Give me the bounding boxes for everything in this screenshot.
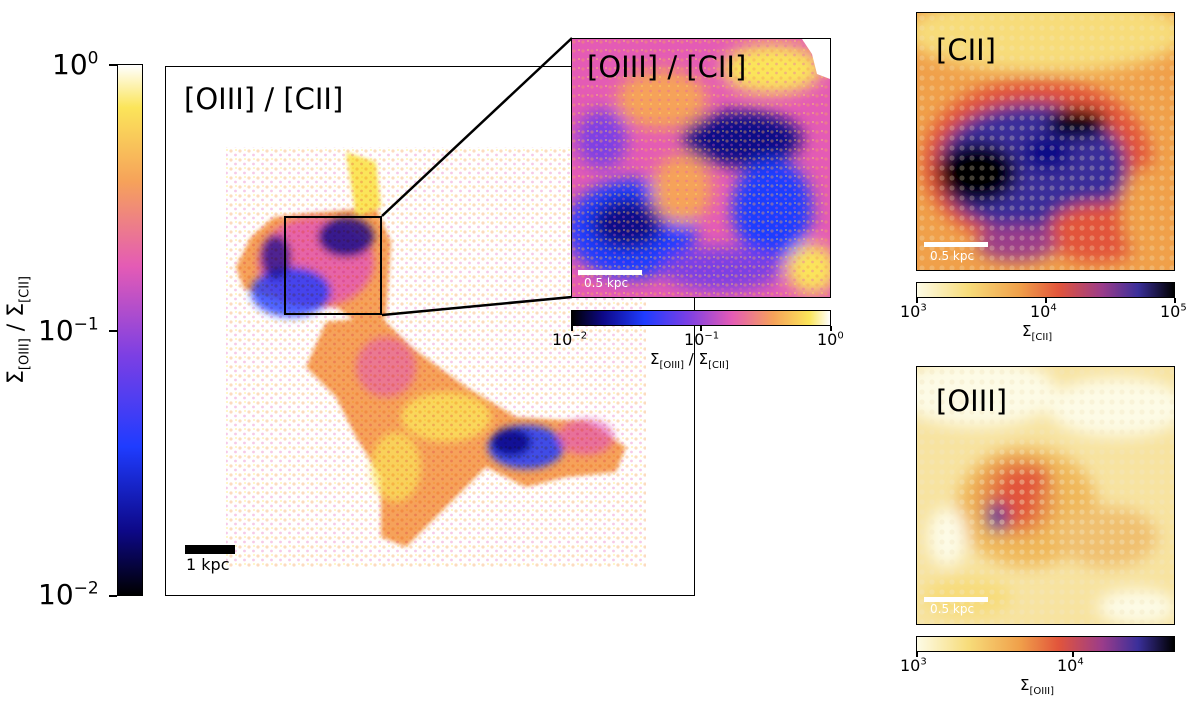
- oiii-panel: [916, 366, 1175, 625]
- oiii-scale-bar: [924, 597, 988, 602]
- cii-colorbar: [916, 282, 1175, 298]
- oiii-colorbar-tick-mid: 104: [1057, 656, 1084, 675]
- cii-panel-title: [CII]: [936, 33, 996, 67]
- zoom-panel: [571, 38, 831, 298]
- zoom-scale-bar: [578, 270, 642, 275]
- main-scale-bar: [185, 545, 235, 554]
- zoom-colorbar-tick-left: 10−2: [552, 330, 588, 349]
- oiii-panel-title: [OIII]: [936, 384, 1008, 418]
- oiii-colorbar-label: Σ[OIII]: [1020, 676, 1055, 697]
- cii-scale-label: 0.5 kpc: [930, 249, 975, 263]
- zoom-colorbar-tick-right: 100: [817, 330, 844, 349]
- main-colorbar-tick-top: 100: [52, 48, 99, 81]
- cii-map: [917, 13, 1174, 270]
- oiii-colorbar-tick-left: 103: [900, 656, 927, 675]
- oiii-scale-label: 0.5 kpc: [930, 602, 975, 616]
- main-panel-title: [OIII] / [CII]: [184, 82, 344, 116]
- main-colorbar-tick-mid: 10−1: [38, 314, 99, 347]
- zoom-region-box: [284, 216, 382, 315]
- cii-colorbar-tick-left: 103: [900, 302, 927, 321]
- zoom-ratio-map: [572, 39, 830, 297]
- main-colorbar: [117, 64, 143, 596]
- cii-colorbar-tick-right: 105: [1160, 302, 1187, 321]
- zoom-colorbar-tick-mid: 10−1: [684, 330, 720, 349]
- zoom-colorbar-label: Σ[OIII] / Σ[CII]: [650, 350, 729, 371]
- zoom-colorbar: [571, 310, 831, 326]
- oiii-colorbar: [916, 636, 1175, 652]
- main-panel: [165, 66, 695, 596]
- cii-scale-bar: [924, 242, 988, 247]
- cii-colorbar-label: Σ[CII]: [1022, 322, 1053, 343]
- cii-panel: [916, 12, 1175, 271]
- cii-colorbar-tick-mid: 104: [1030, 302, 1057, 321]
- main-colorbar-tick-bottom: 10−2: [38, 578, 99, 611]
- oiii-map: [917, 367, 1174, 624]
- main-scale-label: 1 kpc: [186, 555, 230, 574]
- zoom-panel-title: [OIII] / [CII]: [587, 50, 747, 84]
- zoom-scale-label: 0.5 kpc: [584, 276, 629, 290]
